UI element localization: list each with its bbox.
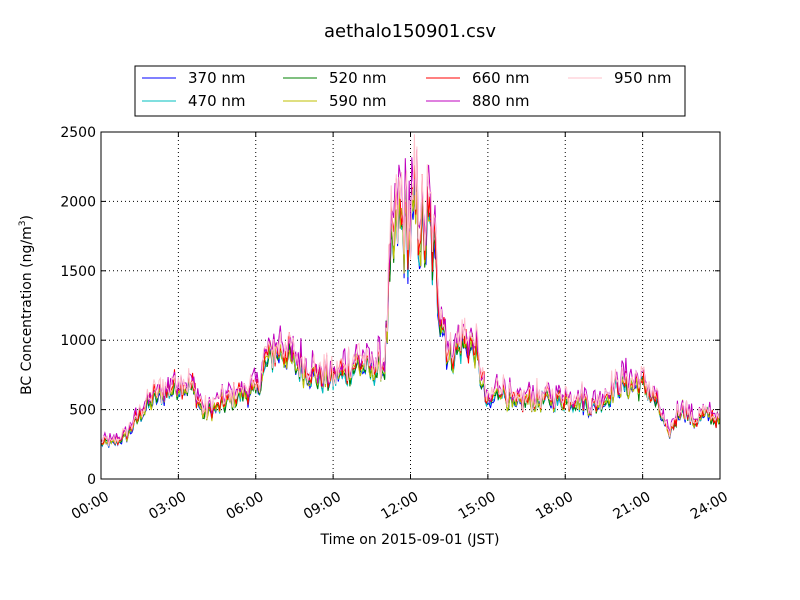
x-tick-label: 06:00 [224, 489, 267, 523]
legend: 370 nm 470 nm 520 nm 590 nm 660 nm 880 nm 950 … [134, 65, 686, 117]
series-lines [101, 134, 720, 448]
x-tick-label: 24:00 [688, 489, 731, 523]
grid [101, 132, 720, 479]
y-axis-label-main: BC Concentration (ng/m [19, 226, 35, 395]
series-line-880-nm [101, 148, 720, 443]
legend-label: 470 nm [188, 92, 246, 110]
legend-label: 370 nm [188, 69, 246, 87]
y-axis-label-superscript: 3 [18, 221, 28, 227]
legend-label: 950 nm [614, 69, 672, 87]
x-tick-label: 00:00 [69, 489, 112, 523]
x-tick-label: 15:00 [456, 489, 499, 523]
y-tick-label: 0 [87, 472, 96, 488]
x-axis-label: Time on 2015-09-01 (JST) [320, 532, 500, 548]
y-tick-label: 2500 [60, 125, 96, 141]
y-axis-label-tail: ) [19, 215, 35, 220]
chart-title: aethalo150901.csv [324, 21, 496, 42]
legend-label: 660 nm [472, 69, 530, 87]
legend-label: 590 nm [329, 92, 387, 110]
legend-label: 520 nm [329, 69, 387, 87]
x-tick-label: 21:00 [610, 489, 653, 523]
y-tick-label: 2000 [60, 194, 96, 210]
y-tick-label: 1500 [60, 264, 96, 280]
y-tick-label: 500 [69, 403, 96, 419]
x-tick-label: 09:00 [301, 489, 344, 523]
legend-box [134, 65, 686, 117]
y-tick-label: 1000 [60, 333, 96, 349]
series-line-520-nm [101, 167, 720, 446]
y-axis-label: BC Concentration (ng/m3) [18, 215, 35, 395]
legend-label: 880 nm [472, 92, 530, 110]
series-line-660-nm [101, 150, 720, 447]
x-tick-label: 12:00 [378, 489, 421, 523]
x-tick-label: 03:00 [146, 489, 189, 523]
series-line-950-nm [101, 134, 720, 447]
x-tick-label: 18:00 [533, 489, 576, 523]
